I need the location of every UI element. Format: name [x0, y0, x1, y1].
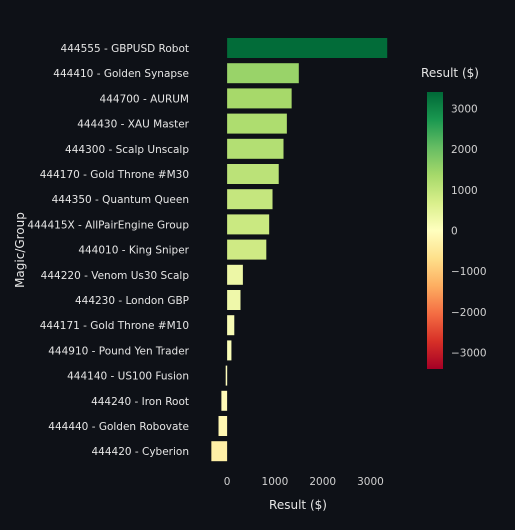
colorbar-tick-label: 2000	[451, 144, 478, 156]
bars-group	[211, 38, 388, 462]
bar	[227, 189, 273, 210]
x-axis-title: Result ($)	[269, 498, 327, 512]
x-tick-label: 1000	[262, 476, 289, 488]
category-label: 444171 - Gold Throne #M10	[40, 320, 189, 332]
category-label: 444415X - AllPairEngine Group	[27, 219, 189, 231]
colorbar-tick-label: 1000	[451, 185, 478, 197]
bar	[227, 164, 279, 184]
colorbar-tick-label: −2000	[451, 307, 487, 319]
category-label: 444910 - Pound Yen Trader	[48, 345, 189, 357]
bar	[227, 38, 388, 58]
category-labels: 444555 - GBPUSD Robot 444410 - Golden Syn…	[27, 43, 189, 458]
bar	[227, 88, 292, 109]
category-label: 444140 - US100 Fusion	[67, 371, 189, 383]
category-label: 444410 - Golden Synapse	[53, 68, 189, 80]
category-label: 444240 - Iron Root	[91, 396, 189, 408]
bar	[211, 441, 228, 462]
colorbar-title: Result ($)	[421, 66, 479, 80]
category-label: 444300 - Scalp Unscalp	[65, 144, 189, 156]
category-label: 444420 - Cyberion	[91, 446, 189, 458]
category-label: 444700 - AURUM	[100, 93, 189, 105]
colorbar-tick-label: −3000	[451, 348, 487, 360]
bar	[227, 63, 299, 84]
category-label: 444230 - London GBP	[75, 295, 189, 307]
bar	[227, 138, 284, 159]
y-axis-title: Magic/Group	[13, 212, 27, 288]
bar	[227, 214, 270, 235]
bar	[227, 113, 287, 134]
bar	[227, 239, 267, 260]
category-label: 444170 - Gold Throne #M30	[40, 169, 189, 181]
colorbar-tick-label: −1000	[451, 266, 487, 278]
bar	[225, 365, 228, 386]
colorbar-tick-label: 3000	[451, 103, 478, 115]
category-label: 444440 - Golden Robovate	[48, 421, 189, 433]
bar	[218, 416, 228, 436]
bar	[227, 264, 243, 285]
category-label: 444010 - King Sniper	[78, 245, 189, 257]
category-label: 444430 - XAU Master	[77, 119, 189, 131]
x-tick-label: 2000	[309, 476, 336, 488]
category-label: 444555 - GBPUSD Robot	[61, 43, 189, 55]
colorbar: Result ($) 3000 2000 1000 0 −1000 −2000 −3000	[421, 66, 487, 369]
colorbar-tick-label: 0	[451, 226, 458, 238]
bar	[221, 390, 228, 411]
category-label: 444350 - Quantum Queen	[52, 194, 189, 206]
bar	[227, 340, 232, 361]
colorbar-gradient	[427, 92, 443, 369]
category-label: 444220 - Venom Us30 Scalp	[41, 270, 190, 282]
x-tick-label: 0	[224, 476, 231, 488]
colorbar-ticks: 3000 2000 1000 0 −1000 −2000 −3000	[451, 103, 487, 359]
bar	[227, 315, 235, 336]
bar	[227, 290, 241, 310]
x-axis-ticks: 0 1000 2000 3000	[224, 476, 384, 488]
x-tick-label: 3000	[357, 476, 384, 488]
